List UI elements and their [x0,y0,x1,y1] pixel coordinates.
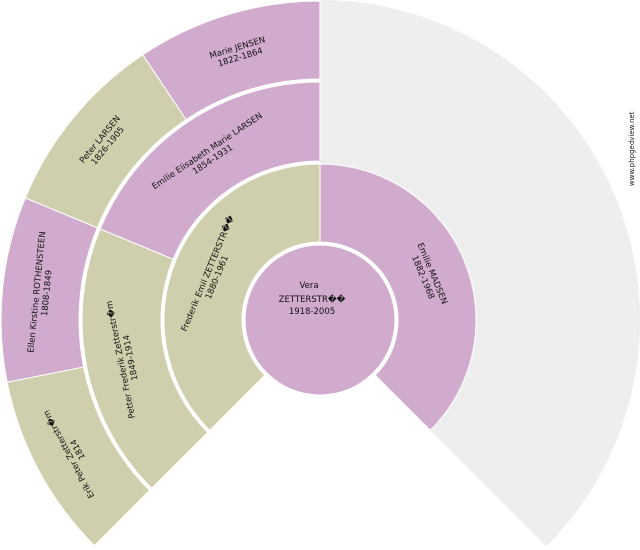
root-circle[interactable] [244,244,396,396]
ancestor-segment[interactable]: Frederik Emil ZETTERSTR��1880-1961 [163,163,321,432]
empty-ancestor-area [320,0,640,547]
segment-shape[interactable] [99,81,321,260]
ancestor-segment[interactable]: Petter Frederik Zetterstr�m1849-1914 [81,228,209,489]
ancestor-segment[interactable]: Erik Peter Zetterstr�m1814 [6,366,151,547]
watermark: www.phpgedview.net [626,100,638,190]
segment-shape[interactable] [163,163,321,432]
root-name: Vera [299,281,318,291]
ancestor-segment[interactable]: Marie JENSEN1822-1864 [142,0,321,121]
segment-shape[interactable] [319,163,477,432]
root-label: Vera ZETTERSTR�� 1918-2005 [279,281,346,317]
ancestor-segment[interactable]: Ellen Kirstine ROTHENSTEEN1808-1849 [0,197,98,383]
ancestor-dates: 1808-1849 [40,270,54,317]
root-name: ZETTERSTR�� [279,294,346,305]
ancestor-segment[interactable]: Peter LARSEN1826-1905 [24,54,187,229]
root-dates: 1918-2005 [289,307,335,317]
watermark-text: www.phpgedview.net [628,111,636,186]
ancestor-segment[interactable]: Emilie MADSEN1882-1968 [319,163,477,432]
segment-shape[interactable] [142,0,321,121]
root-person[interactable]: Vera ZETTERSTR�� 1918-2005 [244,244,396,396]
